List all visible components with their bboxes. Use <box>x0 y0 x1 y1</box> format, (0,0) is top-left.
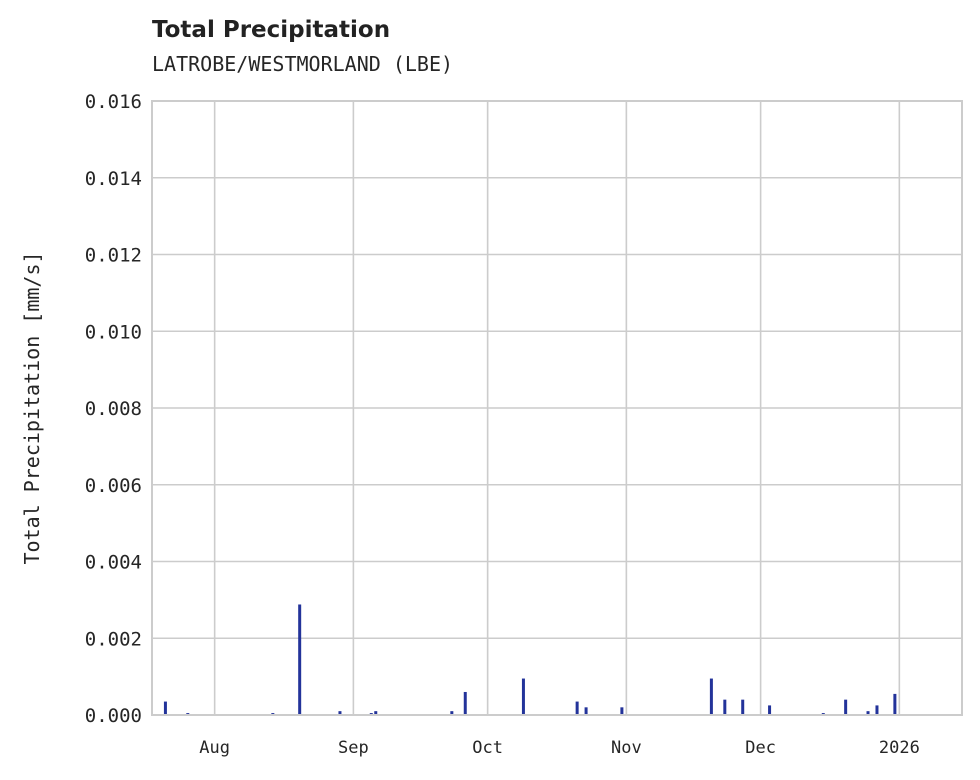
x-tick-label: Aug <box>199 738 230 758</box>
precipitation-bar <box>620 707 624 715</box>
y-tick-label: 0.016 <box>85 91 142 113</box>
precipitation-bar <box>521 678 525 715</box>
chart-subtitle: LATROBE/WESTMORLAND (LBE) <box>152 52 454 76</box>
y-tick-label: 0.010 <box>85 321 142 343</box>
y-tick-label: 0.006 <box>85 475 142 497</box>
precipitation-bar <box>893 693 897 715</box>
chart-title: Total Precipitation <box>152 17 391 43</box>
precipitation-bar <box>844 699 848 715</box>
y-tick-label: 0.014 <box>85 168 142 190</box>
x-tick-label: 2026 <box>879 738 920 758</box>
plot-frame <box>151 100 963 716</box>
y-tick-label: 0.002 <box>85 628 142 650</box>
precipitation-bar <box>584 707 588 715</box>
precipitation-bar <box>709 678 713 715</box>
precipitation-bar <box>768 705 772 715</box>
precipitation-bar <box>163 701 167 715</box>
x-tick-label: Nov <box>611 738 642 758</box>
y-axis-label: Total Precipitation [mm/s] <box>20 251 44 564</box>
precipitation-bar <box>463 691 467 715</box>
y-tick-label: 0.004 <box>85 552 142 574</box>
precipitation-bar <box>866 711 870 715</box>
x-tick-label: Oct <box>472 738 503 758</box>
precipitation-bar <box>741 699 745 715</box>
y-tick-label: 0.000 <box>85 705 142 727</box>
precipitation-bar <box>298 604 302 715</box>
precipitation-bar <box>575 701 579 715</box>
x-tick-label: Sep <box>338 738 369 758</box>
precipitation-bar <box>875 705 879 715</box>
precipitation-bar <box>723 699 727 715</box>
precipitation-bar <box>450 711 454 715</box>
precipitation-bar <box>374 711 378 715</box>
precipitation-bar <box>338 711 342 715</box>
y-tick-label: 0.008 <box>85 398 142 420</box>
y-tick-label: 0.012 <box>85 245 142 267</box>
x-tick-label: Dec <box>745 738 776 758</box>
